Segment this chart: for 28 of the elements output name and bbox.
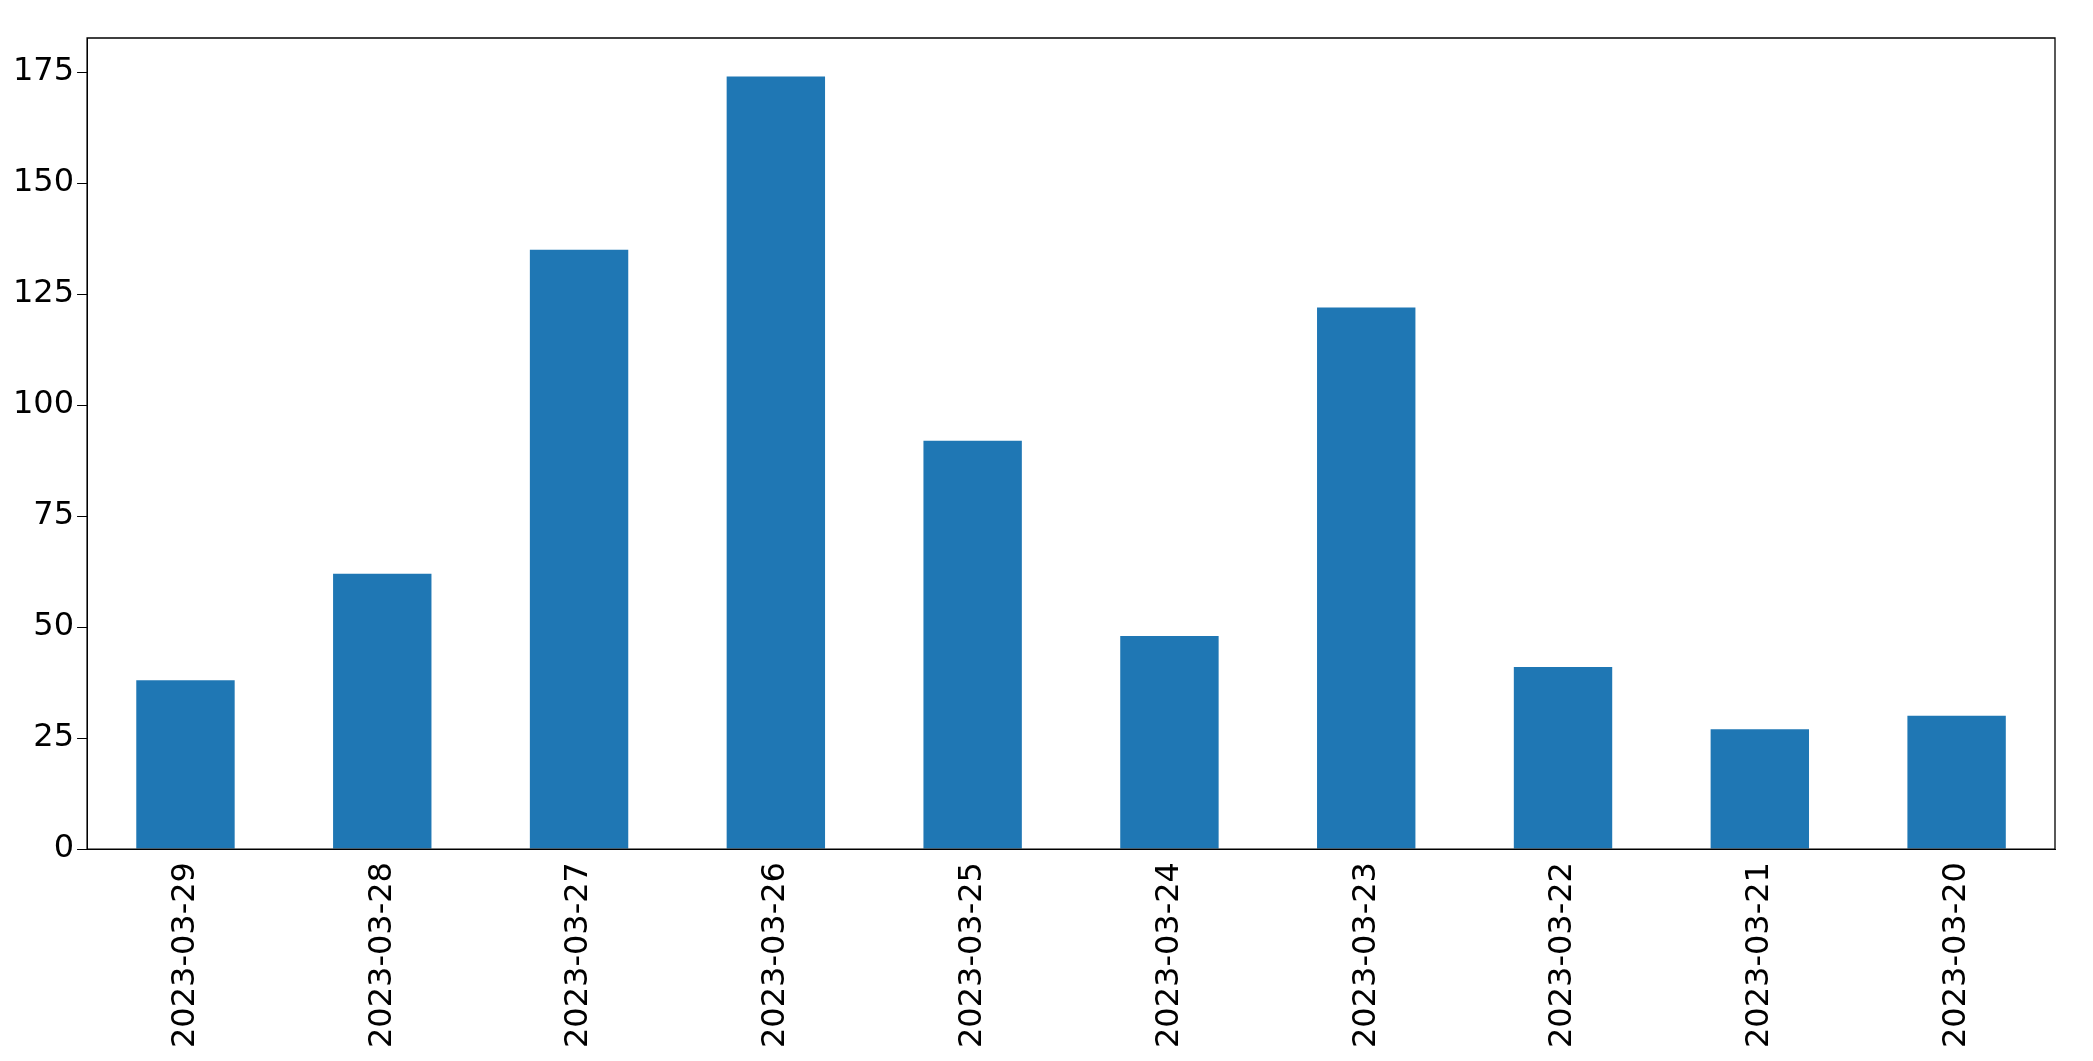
x-tick-label: 2023-03-20 (1934, 862, 1973, 1048)
bar (136, 680, 235, 849)
y-tick-label: 125 (13, 272, 75, 311)
bar (333, 573, 432, 849)
bar (1120, 635, 1219, 849)
x-tick-label: 2023-03-27 (557, 862, 596, 1048)
y-tick-label: 100 (13, 383, 75, 422)
x-tick-label: 2023-03-22 (1541, 862, 1580, 1048)
bar (1513, 667, 1613, 849)
y-tick-label: 150 (13, 161, 75, 200)
x-tick-label: 2023-03-24 (1147, 862, 1186, 1048)
y-tick-label: 175 (13, 50, 75, 89)
x-tick-label: 2023-03-28 (360, 862, 399, 1048)
x-tick-label: 2023-03-29 (163, 862, 202, 1048)
bar (726, 76, 826, 849)
y-tick-label: 0 (53, 827, 75, 866)
x-tick-label: 2023-03-21 (1738, 862, 1777, 1048)
y-tick-label: 25 (33, 716, 75, 755)
y-tick-label: 50 (33, 605, 75, 644)
bar (529, 249, 629, 849)
bar (1907, 715, 2006, 849)
bar (1710, 729, 1810, 849)
bar (923, 440, 1022, 849)
x-tick-label: 2023-03-23 (1344, 862, 1383, 1048)
y-tick-label: 75 (33, 494, 75, 533)
x-tick-label: 2023-03-26 (754, 862, 793, 1048)
bar (1317, 307, 1416, 849)
x-tick-label: 2023-03-25 (950, 862, 989, 1048)
